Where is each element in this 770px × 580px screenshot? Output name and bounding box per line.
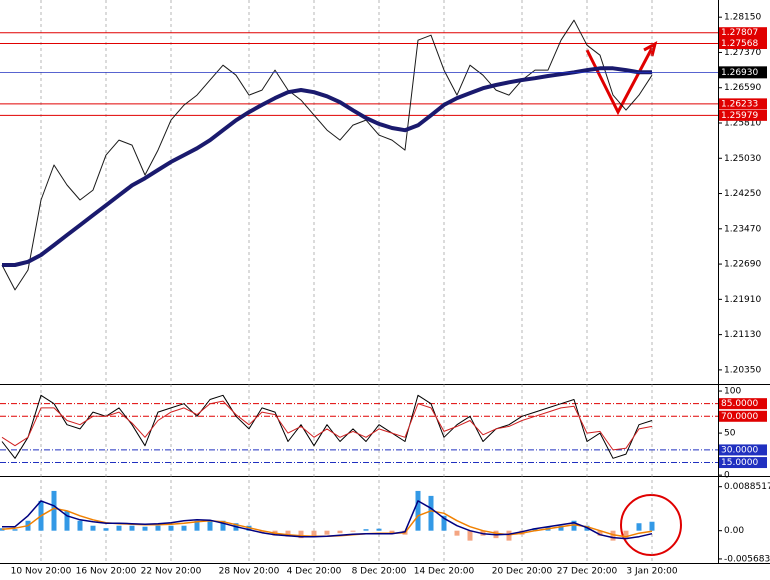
histogram-bar [649,521,655,531]
y-tick-label: 1.26590 [724,83,761,93]
level-label-box [719,38,767,50]
y-tick-label: 50 [724,429,736,439]
y-tick-label: 1.25030 [724,154,761,164]
histogram-bar [90,525,96,531]
y-tick-label: 100 [724,387,741,397]
x-tick-label: 10 Nov 20:00 [11,567,72,577]
level-label-box [719,444,767,456]
histogram-bar [350,530,356,532]
x-tick-label: 22 Nov 20:00 [141,567,202,577]
series-line [2,66,652,267]
level-label: 15.0000 [721,458,758,468]
y-tick-label: -0.005683 [724,554,770,564]
y-tick-label: 1.20350 [724,365,761,375]
histogram-bar [155,525,161,531]
level-label: 1.25979 [721,111,758,121]
histogram-bar [415,490,421,531]
histogram-bar [441,515,447,531]
histogram-bar [51,490,57,531]
histogram-bar [324,530,330,535]
series-line [1,19,653,291]
histogram-bar [389,530,395,534]
series-line [1,394,653,459]
highlight-circle [620,494,682,556]
x-tick-label: 14 Dec 20:00 [414,567,475,577]
histogram-bar [311,530,317,536]
x-tick-label: 8 Dec 20:00 [352,567,407,577]
level-label: 1.27568 [721,39,758,49]
level-label: 70.0000 [721,412,758,422]
histogram-bar [220,520,226,531]
histogram-bar [77,520,83,531]
histogram-bar [454,530,460,536]
histogram-bar [623,530,629,539]
histogram-bar [194,520,200,531]
y-tick-label: 1.21130 [724,330,761,340]
level-label: 1.26233 [721,99,758,109]
histogram-bar [12,529,18,531]
histogram-bar [142,526,148,531]
histogram-bar [64,510,70,531]
x-tick-label: 3 Jan 20:00 [626,567,678,577]
series-line [1,400,653,451]
y-tick-label: 1.24250 [724,189,761,199]
histogram-bar [610,530,616,541]
x-tick-label: 16 Nov 20:00 [76,567,137,577]
y-tick-label: 1.21910 [724,295,761,305]
x-tick-label: 27 Dec 20:00 [557,567,618,577]
x-tick-label: 28 Nov 20:00 [219,567,280,577]
y-tick-label: 0 [724,471,730,481]
histogram-bar [116,525,122,531]
histogram-bar [168,525,174,531]
current-price-box [719,66,767,79]
current-price-label: 1.26930 [721,68,758,78]
histogram-bar [207,520,213,531]
y-tick-label: 1.28150 [724,13,761,23]
y-tick-label: 1.27370 [724,48,761,58]
level-label-box [719,109,767,121]
y-tick-label: 0.00 [724,526,744,536]
histogram-bar [376,528,382,531]
histogram-bar [636,523,642,531]
y-tick-label: 1.22690 [724,260,761,270]
level-label-box [719,98,767,110]
histogram-bar [467,530,473,541]
y-tick-label: 0.0088517 [724,482,770,492]
x-tick-label: 20 Dec 20:00 [492,567,553,577]
histogram-bar [285,530,291,537]
histogram-bar [571,520,577,531]
level-label-box [719,457,767,469]
y-tick-label: 1.23470 [724,224,761,234]
histogram-bar [506,530,512,541]
x-tick-label: 4 Dec 20:00 [287,567,342,577]
level-label-box [719,27,767,39]
histogram-bar [363,529,369,531]
histogram-bar [181,525,187,531]
level-label: 30.0000 [721,445,758,455]
level-label: 85.0000 [721,399,758,409]
level-label-box [719,410,767,422]
histogram-bar [298,530,304,539]
series-line [2,500,653,540]
histogram-bar [259,530,265,534]
histogram-bar [129,525,135,531]
histogram-bar [558,525,564,531]
y-tick-label: 1.25810 [724,118,761,128]
histogram-bar [337,530,343,534]
histogram-bar [597,530,603,536]
histogram-bar [428,495,434,531]
level-label-box [719,398,767,410]
level-label: 1.27807 [721,28,758,38]
histogram-bar [103,528,109,531]
